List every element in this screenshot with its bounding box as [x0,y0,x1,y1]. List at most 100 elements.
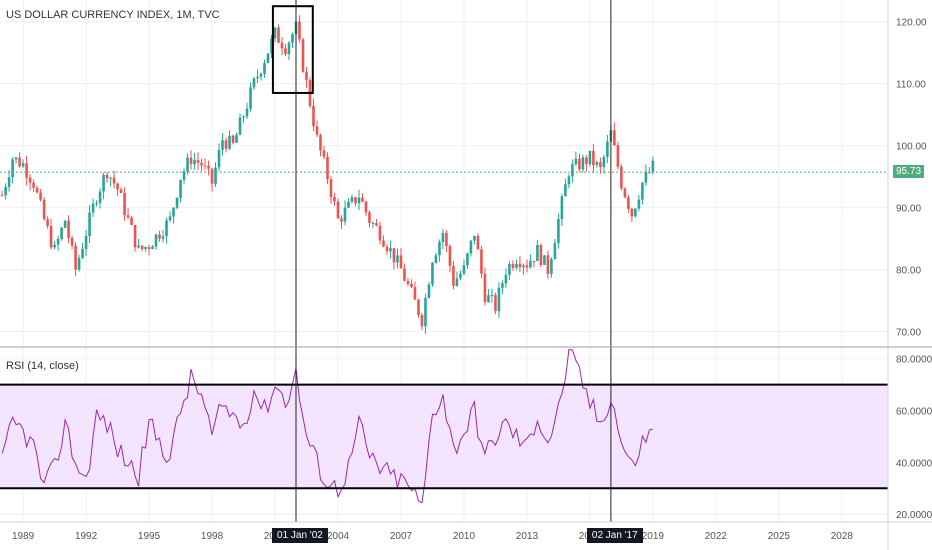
candle-body [616,145,620,167]
candle-body [95,202,98,204]
candle-body [420,314,424,327]
candle-body [182,171,186,180]
candle-body [189,157,193,165]
candle-body [571,164,574,177]
candle-body [116,183,119,190]
candle-body [494,295,497,312]
candle-body [263,62,266,74]
candle-body [445,233,448,247]
candle-body [333,197,336,202]
candle-body [140,245,144,249]
candle-body [476,235,480,250]
candle-body [221,140,224,150]
candle-body [378,225,382,241]
candle-body [98,191,102,203]
candle-body [354,197,357,204]
candle-body [273,27,277,39]
rsi-tick-label: 40.0000 [896,458,932,469]
candle-body [32,182,35,188]
candle-body [242,116,245,118]
candle-body [301,39,305,72]
candle-body [487,295,490,303]
candle-body [546,255,550,274]
candle-body [350,197,354,202]
candle-body [193,160,196,165]
candle-body [77,257,81,270]
candle-body [245,108,249,117]
time-tick-label: 2025 [768,531,791,542]
candle-body [539,245,543,265]
candle-body [326,156,329,180]
candle-body [462,265,466,274]
candle-body [84,236,88,250]
price-tick-label: 80.00 [896,266,921,277]
candle-body [175,197,179,208]
candle-body [217,149,221,168]
candle-body [588,150,592,165]
candle-body [532,260,536,262]
candle-body [130,217,133,225]
candle-body [39,192,42,200]
candle-body [224,140,228,149]
candle-body [25,163,28,178]
candle-body [11,159,14,178]
candle-body [651,160,655,173]
candle-body [347,201,350,208]
candle-body [648,172,651,174]
candle-body [448,246,452,266]
candle-body [112,177,116,184]
candle-body [147,247,151,250]
candle-body [235,134,238,143]
candle-body [56,238,60,245]
price-tick-label: 110.00 [896,80,926,91]
candle-body [53,244,56,248]
candle-body [7,177,11,187]
candle-body [368,212,371,224]
candle-body [490,295,494,297]
candle-body [343,207,347,222]
candle-body [315,126,319,135]
candle-body [203,165,207,167]
candle-body [361,197,364,202]
price-tick-label: 120.00 [896,18,927,29]
candle-body [371,222,375,224]
candle-body [151,246,154,250]
candle-body [305,71,308,81]
candle-body [578,158,581,170]
candle-body [249,87,252,109]
highlight-box [271,5,314,94]
candle-body [585,157,588,165]
candle-body [634,208,637,217]
candle-body [280,42,284,49]
candle-body [0,195,4,197]
time-tick-label: 2013 [516,531,539,542]
candle-body [186,157,189,172]
candle-body [641,182,644,200]
candle-body [637,199,641,209]
candle-body [291,34,294,43]
candle-body [599,162,602,168]
candle-body [266,53,270,63]
candle-body [340,218,343,222]
rsi-tick-label: 80.0000 [896,355,932,366]
candle-body [623,188,627,198]
candle-body [399,255,403,269]
candle-body [431,262,434,285]
candle-body [606,141,609,158]
candle-body [126,215,130,218]
time-tick-label: 2010 [453,531,476,542]
candle-body [196,160,200,163]
candle-body [364,201,368,213]
rsi-tick-label: 60.0000 [896,407,932,418]
candle-body [63,220,67,228]
candle-body [4,186,7,196]
candle-body [137,245,140,248]
rsi-axis-ticks: 80.0000 60.0000 40.0000 20.0000 [896,355,932,522]
candle-body [557,218,560,244]
candle-body [406,280,410,284]
candle-body [508,263,511,275]
time-tick-label: 2007 [390,531,413,542]
candle-body [560,196,564,219]
candle-body [567,176,571,185]
